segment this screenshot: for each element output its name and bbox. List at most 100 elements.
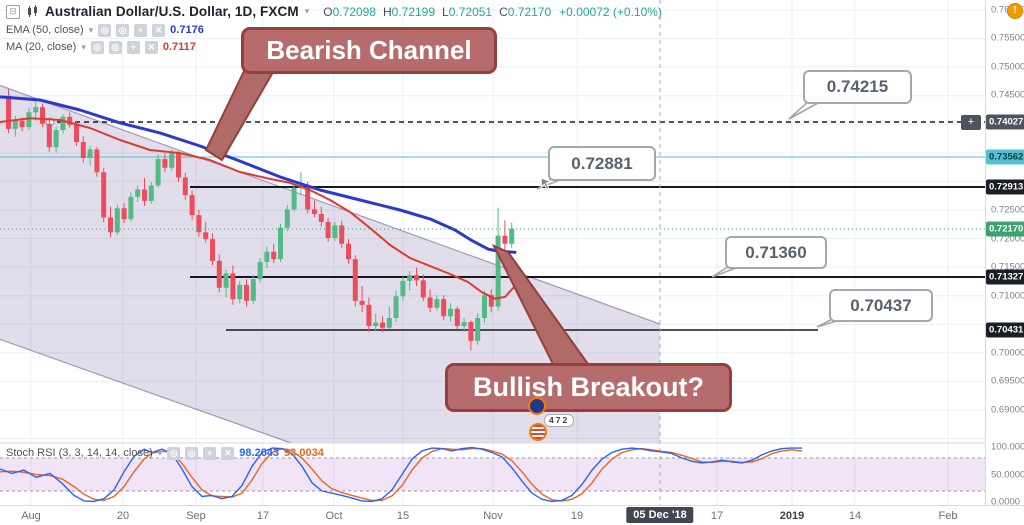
price-callout[interactable]: 0.70437 [829,289,933,322]
candle-body [26,112,32,128]
settings-icon[interactable]: ◎ [185,446,199,460]
price-badge: 0.71327 [986,269,1024,285]
price-tick-label: 0.0000 [991,496,1021,508]
chart-canvas[interactable] [0,0,985,505]
candle-body [461,322,467,326]
channel-edge-line[interactable] [0,84,661,325]
stoch-rsi-legend: Stoch RSI (3, 3, 14, 14, close) ▾ ◎ ◎ + ✕ 98.2… [6,446,324,460]
aud-flag-icon[interactable] [528,397,546,415]
candle-body [407,275,413,281]
candle-body [250,279,256,301]
indicator-label[interactable]: EMA (50, close) [6,24,84,36]
remove-icon[interactable]: ✕ [221,446,235,460]
candle-body [108,217,113,233]
price-callout[interactable]: 0.72881 [548,146,656,181]
candle-body [380,322,385,328]
candle-body [33,107,39,113]
time-tick-label: Nov [483,510,503,522]
candle-body [114,208,120,233]
indicator-legend: EMA (50, close) ▾ ◎ ◎ + ✕ 0.7176 MA (20, close)… [6,23,204,54]
ma20-line [0,117,516,300]
candle-body [502,235,508,244]
time-tick-label: Sep [186,510,206,522]
candle-body [312,209,317,214]
candle-body [414,275,419,281]
candlestick-style-icon[interactable] [26,5,39,18]
candle-body [189,195,195,216]
indicator-value: 93.0034 [284,447,324,459]
chevron-down-icon[interactable]: ▾ [81,41,86,52]
bearish-channel-shape[interactable] [0,84,660,443]
time-axis[interactable]: Aug 20 Sep 17 Oct 15 Nov 19 17 2019 14 Feb 05 Dec '1… [0,505,1024,525]
candle-body [318,214,324,222]
ohlc-item: H0.72199 [383,5,435,19]
bearish-channel-note[interactable]: Bearish Channel [241,27,497,74]
remove-icon[interactable]: ✕ [144,40,158,54]
candle-body [176,153,181,178]
time-tick-label: Feb [938,510,958,522]
symbol-title[interactable]: Australian Dollar/U.S. Dollar, 1D, FXCM [45,4,299,19]
ohlc-label: O [323,4,333,19]
candle-body [94,149,100,173]
bearish-channel-note-text: Bearish Channel [266,35,472,65]
time-tick-label: 14 [848,510,862,522]
change-value: +0.00072 (+0.10%) [559,4,662,19]
ohlc-label: H [382,4,392,19]
candle-body [488,295,494,307]
time-tick-label: Aug [21,510,41,522]
visibility-icon[interactable]: ◎ [98,23,112,37]
chevron-down-icon[interactable]: ▾ [304,6,310,16]
candle-body [332,225,338,238]
price-callout[interactable]: 0.71360 [725,236,827,269]
candle-body [271,251,277,260]
price-badge: 0.70431 [986,322,1024,338]
chevron-down-icon[interactable]: ▾ [157,447,163,458]
candle-body [237,284,243,300]
note-pointer [204,66,278,162]
bullish-breakout-note[interactable]: Bullish Breakout? [445,363,732,412]
candle-body [339,225,345,244]
candle-body [257,262,263,280]
visibility-icon[interactable]: ◎ [90,40,104,54]
indicator-label[interactable]: MA (20, close) [6,41,77,53]
indicator-row: MA (20, close) ▾ ◎ ◎ + ✕ 0.7117 [6,40,204,54]
candle-body [305,184,311,210]
price-badge: 0.74027 [986,114,1024,130]
visibility-icon[interactable]: ◎ [167,446,181,460]
stoch-band [0,458,985,491]
usd-flag-icon[interactable] [529,423,547,441]
candle-body [244,284,249,301]
settings-icon[interactable]: ◎ [116,23,130,37]
candle-body [278,227,283,260]
candle-body [216,260,222,288]
remove-icon[interactable]: ✕ [152,23,166,37]
candle-body [101,172,107,218]
candle-body [291,187,297,210]
candle-body [19,120,25,128]
ohlc-value: 0.72098 [332,4,376,19]
candle-body [60,116,66,130]
alert-warning-icon[interactable]: ! [1007,3,1023,19]
chevron-down-icon[interactable]: ▾ [88,24,94,35]
ohlc-value: 0.72170 [507,4,552,19]
idea-count-badge[interactable]: 472 [544,414,575,427]
channel-edge-line[interactable] [0,338,292,444]
candle-body [441,299,447,317]
settings-icon[interactable]: ◎ [108,40,122,54]
add-icon[interactable]: + [134,23,148,37]
add-icon[interactable]: + [203,446,217,460]
indicator-label[interactable]: Stoch RSI (3, 3, 14, 14, close) [6,447,153,459]
candle-body [53,130,59,148]
candle-body [427,297,433,308]
stoch-k-line [0,446,802,503]
add-alert-plus-handle[interactable]: + [961,115,981,130]
stoch-d-line [0,447,803,502]
candle-body [40,107,45,124]
collapse-icon[interactable]: ⊟ [6,4,20,19]
price-callout[interactable]: 0.74215 [803,70,912,104]
time-marker-badge: 05 Dec '18 [626,507,694,523]
candle-body [128,196,134,220]
ohlc-item: C0.72170 [499,5,551,19]
add-icon[interactable]: + [126,40,140,54]
price-axis[interactable]: 0.760000.755000.750000.745000.725000.720… [985,0,1024,508]
